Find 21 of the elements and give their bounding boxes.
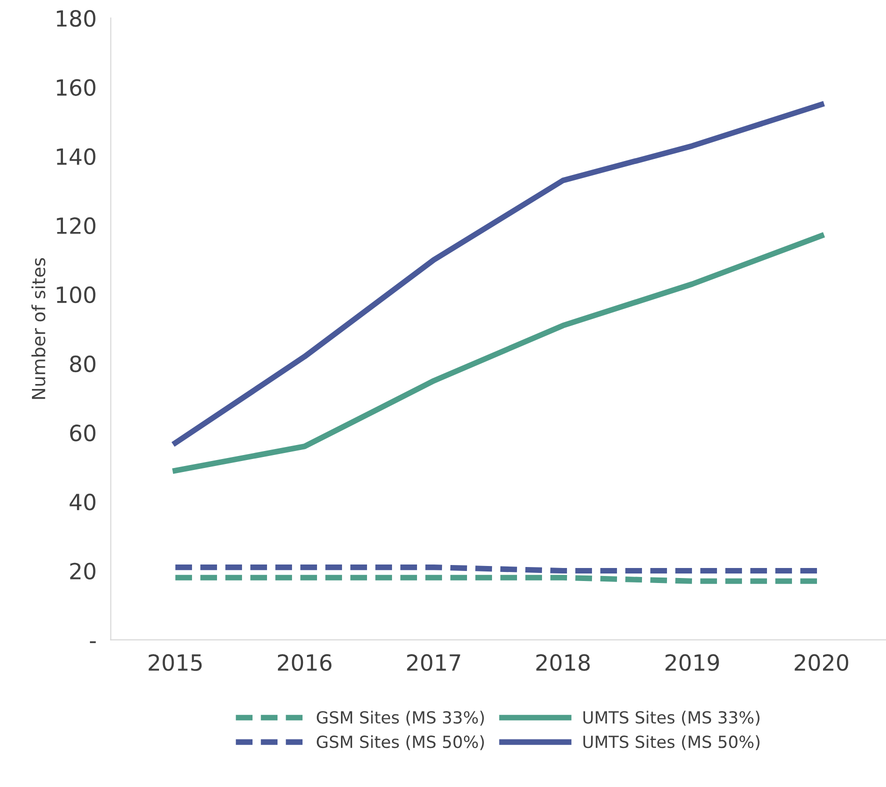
- y-tick-label: 180: [56, 10, 96, 27]
- y-axis-title: Number of sites: [31, 258, 46, 399]
- x-tick-label: 2017: [407, 654, 460, 671]
- y-tick-label: 20: [70, 562, 96, 580]
- x-tick-label: 2020: [794, 654, 848, 671]
- x-tick-label: 2019: [666, 654, 719, 671]
- x-tick-label: 2018: [536, 654, 590, 671]
- y-tick-label: 40: [70, 494, 96, 510]
- legend-label: GSM Sites (MS 50%): [316, 735, 484, 750]
- y-tick-label: 80: [70, 355, 96, 372]
- y-tick-label: 160: [56, 79, 96, 96]
- y-tick-label: 140: [56, 148, 96, 166]
- x-tick-label: 2016: [278, 654, 332, 671]
- legend-label: GSM Sites (MS 33%): [316, 710, 484, 726]
- y-tick-label: 60: [70, 424, 96, 442]
- x-tick-label: 2015: [148, 654, 202, 671]
- legend-label: UMTS Sites (MS 33%): [583, 710, 760, 726]
- y-tick-label: 120: [56, 217, 96, 234]
- legend-label: UMTS Sites (MS 50%): [583, 735, 760, 750]
- y-tick-label: 100: [56, 286, 96, 304]
- y-tick-label: -: [90, 641, 96, 644]
